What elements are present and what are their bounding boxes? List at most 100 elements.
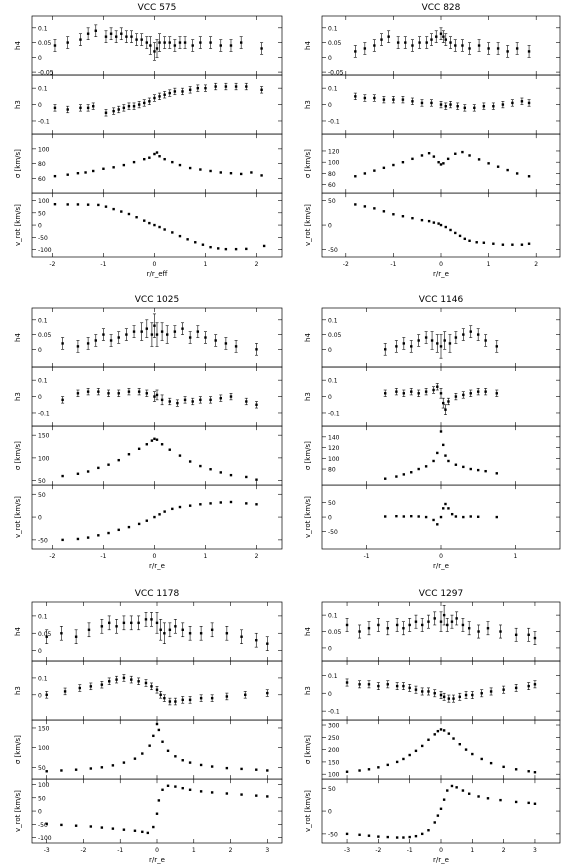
data-point [446,623,449,627]
data-point [476,333,480,336]
data-point [469,515,472,518]
data-point [471,752,474,756]
data-point [354,203,357,206]
data-point [408,835,411,839]
x-axis-label: r/r_e [433,562,449,570]
data-point [199,464,202,468]
data-point [153,50,156,53]
data-point [430,101,433,105]
data-point [266,691,269,695]
data-point [382,166,386,170]
data-point [454,463,458,466]
data-point [130,621,133,625]
data-point [442,695,446,699]
data-point [204,336,207,339]
data-point [469,330,472,333]
data-point [161,740,164,743]
data-point [143,219,146,222]
data-point [191,44,194,47]
data-point [89,767,93,770]
data-point [188,166,192,170]
data-point [157,728,161,732]
data-point [224,342,228,345]
data-point [214,339,217,342]
data-point [111,764,115,767]
x-tick-label: 3 [533,847,537,854]
data-point [130,35,133,38]
data-point [120,210,123,213]
data-point [444,225,447,229]
data-point [506,50,509,53]
data-point [181,759,184,762]
data-point [527,50,531,53]
data-point [373,96,376,100]
y-tick-label: 140 [328,434,340,441]
data-point [449,228,452,232]
data-point [395,514,398,518]
data-point [199,503,202,506]
data-point [501,243,505,246]
data-point [155,812,159,815]
y-axis-label: σ [km/s] [14,441,22,470]
data-point [117,458,120,462]
data-point [153,96,156,100]
data-point [125,333,128,336]
data-point [153,515,156,519]
y-tick-label: -50 [328,247,338,254]
data-point [159,693,162,696]
data-point [461,789,465,792]
data-point [158,155,161,158]
data-point [468,154,471,157]
data-point [387,35,390,38]
data-point [155,393,159,397]
x-tick-label: 1 [204,261,208,268]
data-point [166,749,170,752]
data-point [402,473,406,476]
data-point [363,205,367,208]
data-point [442,729,446,732]
data-point [122,106,126,110]
data-point [209,41,212,44]
data-point [392,213,395,216]
data-point [501,103,505,106]
data-point [477,630,480,633]
data-point [174,785,177,788]
data-point [158,95,161,98]
data-point [495,472,498,475]
data-point [210,628,214,631]
y-tick-label: 0 [38,515,42,522]
data-point [104,111,108,114]
data-point [484,390,487,393]
data-point [511,243,514,246]
data-point [104,35,108,38]
y-tick-label: 50 [38,478,46,485]
data-point [66,203,69,206]
y-axis-label: h3 [14,686,22,695]
y-tick-label: 100 [38,782,50,789]
data-point [442,162,445,165]
data-point [149,44,152,47]
data-point [410,514,413,518]
data-point [239,172,243,176]
y-tick-label: 50 [38,765,46,772]
data-point [45,822,48,826]
y-axis-label: h4 [304,627,312,636]
chart-3: VCC 11460.10.050h40.10-0.1h314012010080σ… [304,295,561,570]
data-point [424,465,428,468]
data-point [145,327,148,330]
y-tick-label: 100 [38,455,50,462]
data-point [115,678,118,681]
data-point [436,342,439,345]
data-point [455,617,458,620]
y-tick-label: -50 [328,529,338,536]
data-point [209,468,212,471]
data-point [255,478,258,481]
data-point [386,683,389,686]
data-point [79,106,82,110]
y-axis-label: h4 [304,41,312,50]
panel-0: 0.1 0.05 0 h4 [304,601,561,662]
y-axis-label: v_rot [km/s] [14,496,22,538]
data-point [117,108,120,111]
data-point [201,243,205,246]
data-point [411,100,414,103]
